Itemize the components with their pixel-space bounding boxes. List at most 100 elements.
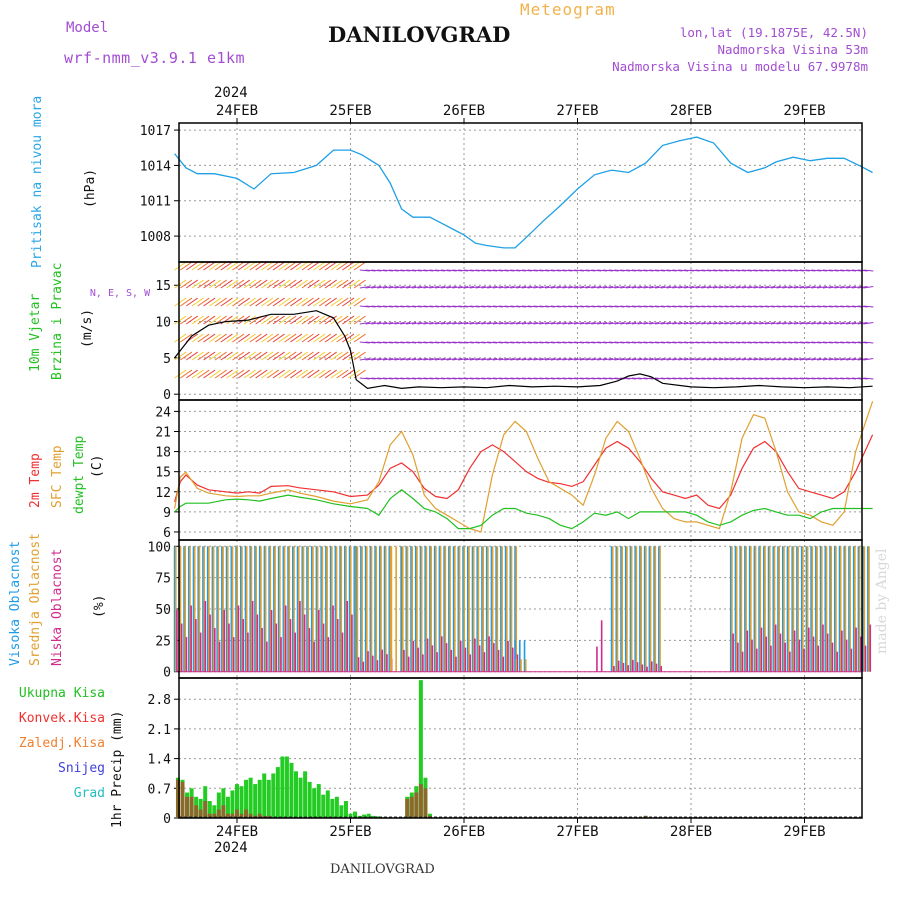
wind-barb — [243, 333, 256, 343]
wind-barb — [504, 358, 515, 361]
wind-barb — [851, 322, 862, 325]
wind-barb — [805, 377, 816, 380]
wind-barb — [568, 341, 579, 344]
wind-barb — [637, 305, 648, 308]
wind-barb — [678, 341, 689, 344]
wind-barb — [492, 341, 503, 344]
wind-barb — [243, 369, 256, 379]
wind-barb — [834, 305, 845, 308]
wind-barb — [591, 305, 602, 308]
wind-barb — [237, 279, 251, 289]
wind-barb — [434, 358, 446, 361]
wind-barb — [313, 315, 326, 325]
wind-barb — [533, 286, 544, 289]
wind-barb — [689, 341, 700, 344]
wind-barb — [811, 269, 822, 272]
wind-barb — [475, 358, 486, 361]
wind-barb — [278, 369, 291, 379]
wind-barb — [764, 305, 776, 308]
wind-barb — [469, 341, 480, 344]
wind-barb — [568, 377, 579, 380]
wind-barb — [469, 358, 480, 361]
x-tick-label-bottom: 28FEB — [670, 824, 712, 840]
x-tick-label-bottom: 26FEB — [443, 824, 485, 840]
wind-barb — [747, 286, 758, 289]
wind-barb — [440, 305, 451, 308]
wind-barb — [614, 341, 625, 344]
wind-barb — [249, 261, 262, 271]
wind-barb — [788, 358, 799, 361]
wind-barb — [307, 297, 320, 307]
wind-barb — [423, 305, 434, 308]
wind-barb — [660, 305, 671, 308]
wind-barb — [863, 269, 874, 272]
wind-barb — [527, 286, 538, 289]
wind-barb — [504, 269, 515, 272]
wind-barb — [446, 305, 457, 308]
wind-barb — [649, 322, 660, 325]
wind-barb — [232, 261, 245, 271]
wind-barb — [226, 369, 239, 379]
wind-barb — [753, 269, 764, 272]
wind-barb — [290, 297, 303, 307]
wind-barb — [811, 305, 822, 308]
wind-barb — [174, 261, 187, 271]
wind-barb — [440, 286, 451, 289]
wind-barb — [527, 269, 538, 272]
wind-barb — [180, 297, 193, 307]
wind-barb — [295, 315, 308, 325]
wind-barb — [556, 305, 567, 308]
wind-barb — [411, 269, 422, 272]
wind-barb — [834, 269, 845, 272]
wind-barb — [712, 305, 723, 308]
wind-barb — [429, 358, 440, 361]
wind-barb — [759, 358, 770, 361]
wind-barb — [377, 305, 388, 308]
wind-barb — [614, 269, 625, 272]
y-tick-label: 2.1 — [148, 723, 171, 738]
wind-barb — [353, 351, 366, 361]
wind-barb — [324, 369, 337, 379]
wind-barb — [197, 333, 210, 343]
y-tick-label: 1011 — [140, 195, 171, 210]
wind-barb — [666, 322, 677, 325]
wind-barb — [406, 358, 417, 361]
wind-barb — [672, 286, 683, 289]
wind-barb — [840, 269, 851, 272]
precip-total-bar — [253, 784, 258, 818]
wind-barb — [394, 305, 405, 308]
precip-legend-hail: Grad — [73, 786, 105, 801]
wind-barb — [550, 341, 561, 344]
wind-barb — [579, 269, 590, 272]
wind-barb — [741, 341, 752, 344]
wind-barb — [683, 269, 694, 272]
wind-barb — [203, 351, 216, 361]
wind-barb — [730, 377, 741, 380]
wind-barb — [683, 286, 694, 289]
y-tick-label: 100 — [148, 540, 171, 555]
wind-barb — [608, 305, 619, 308]
wind-compass-label: N, E, S, W — [90, 288, 151, 299]
wind-barb — [342, 279, 355, 289]
wind-barb — [243, 279, 256, 289]
wind-barb — [643, 269, 654, 272]
wind-barb — [452, 358, 463, 361]
wind-barb — [568, 269, 579, 272]
wind-barb — [533, 358, 544, 361]
precip-conv-bar — [423, 788, 428, 818]
wind-barb — [759, 305, 770, 308]
wind-barb — [197, 369, 210, 379]
wind-barb — [510, 377, 521, 380]
wind-barb — [602, 322, 613, 325]
precip-total-bar — [418, 680, 423, 818]
wind-barb — [440, 322, 451, 325]
wind-barb — [295, 333, 308, 343]
wind-barb — [602, 305, 613, 308]
wind-barb — [799, 358, 810, 361]
wind-barb — [313, 279, 326, 289]
wind-barb — [817, 269, 828, 272]
wind-barb — [510, 341, 521, 344]
wind-barb — [626, 341, 637, 344]
wind-barb — [487, 322, 498, 325]
precip-total-bar — [284, 756, 289, 818]
